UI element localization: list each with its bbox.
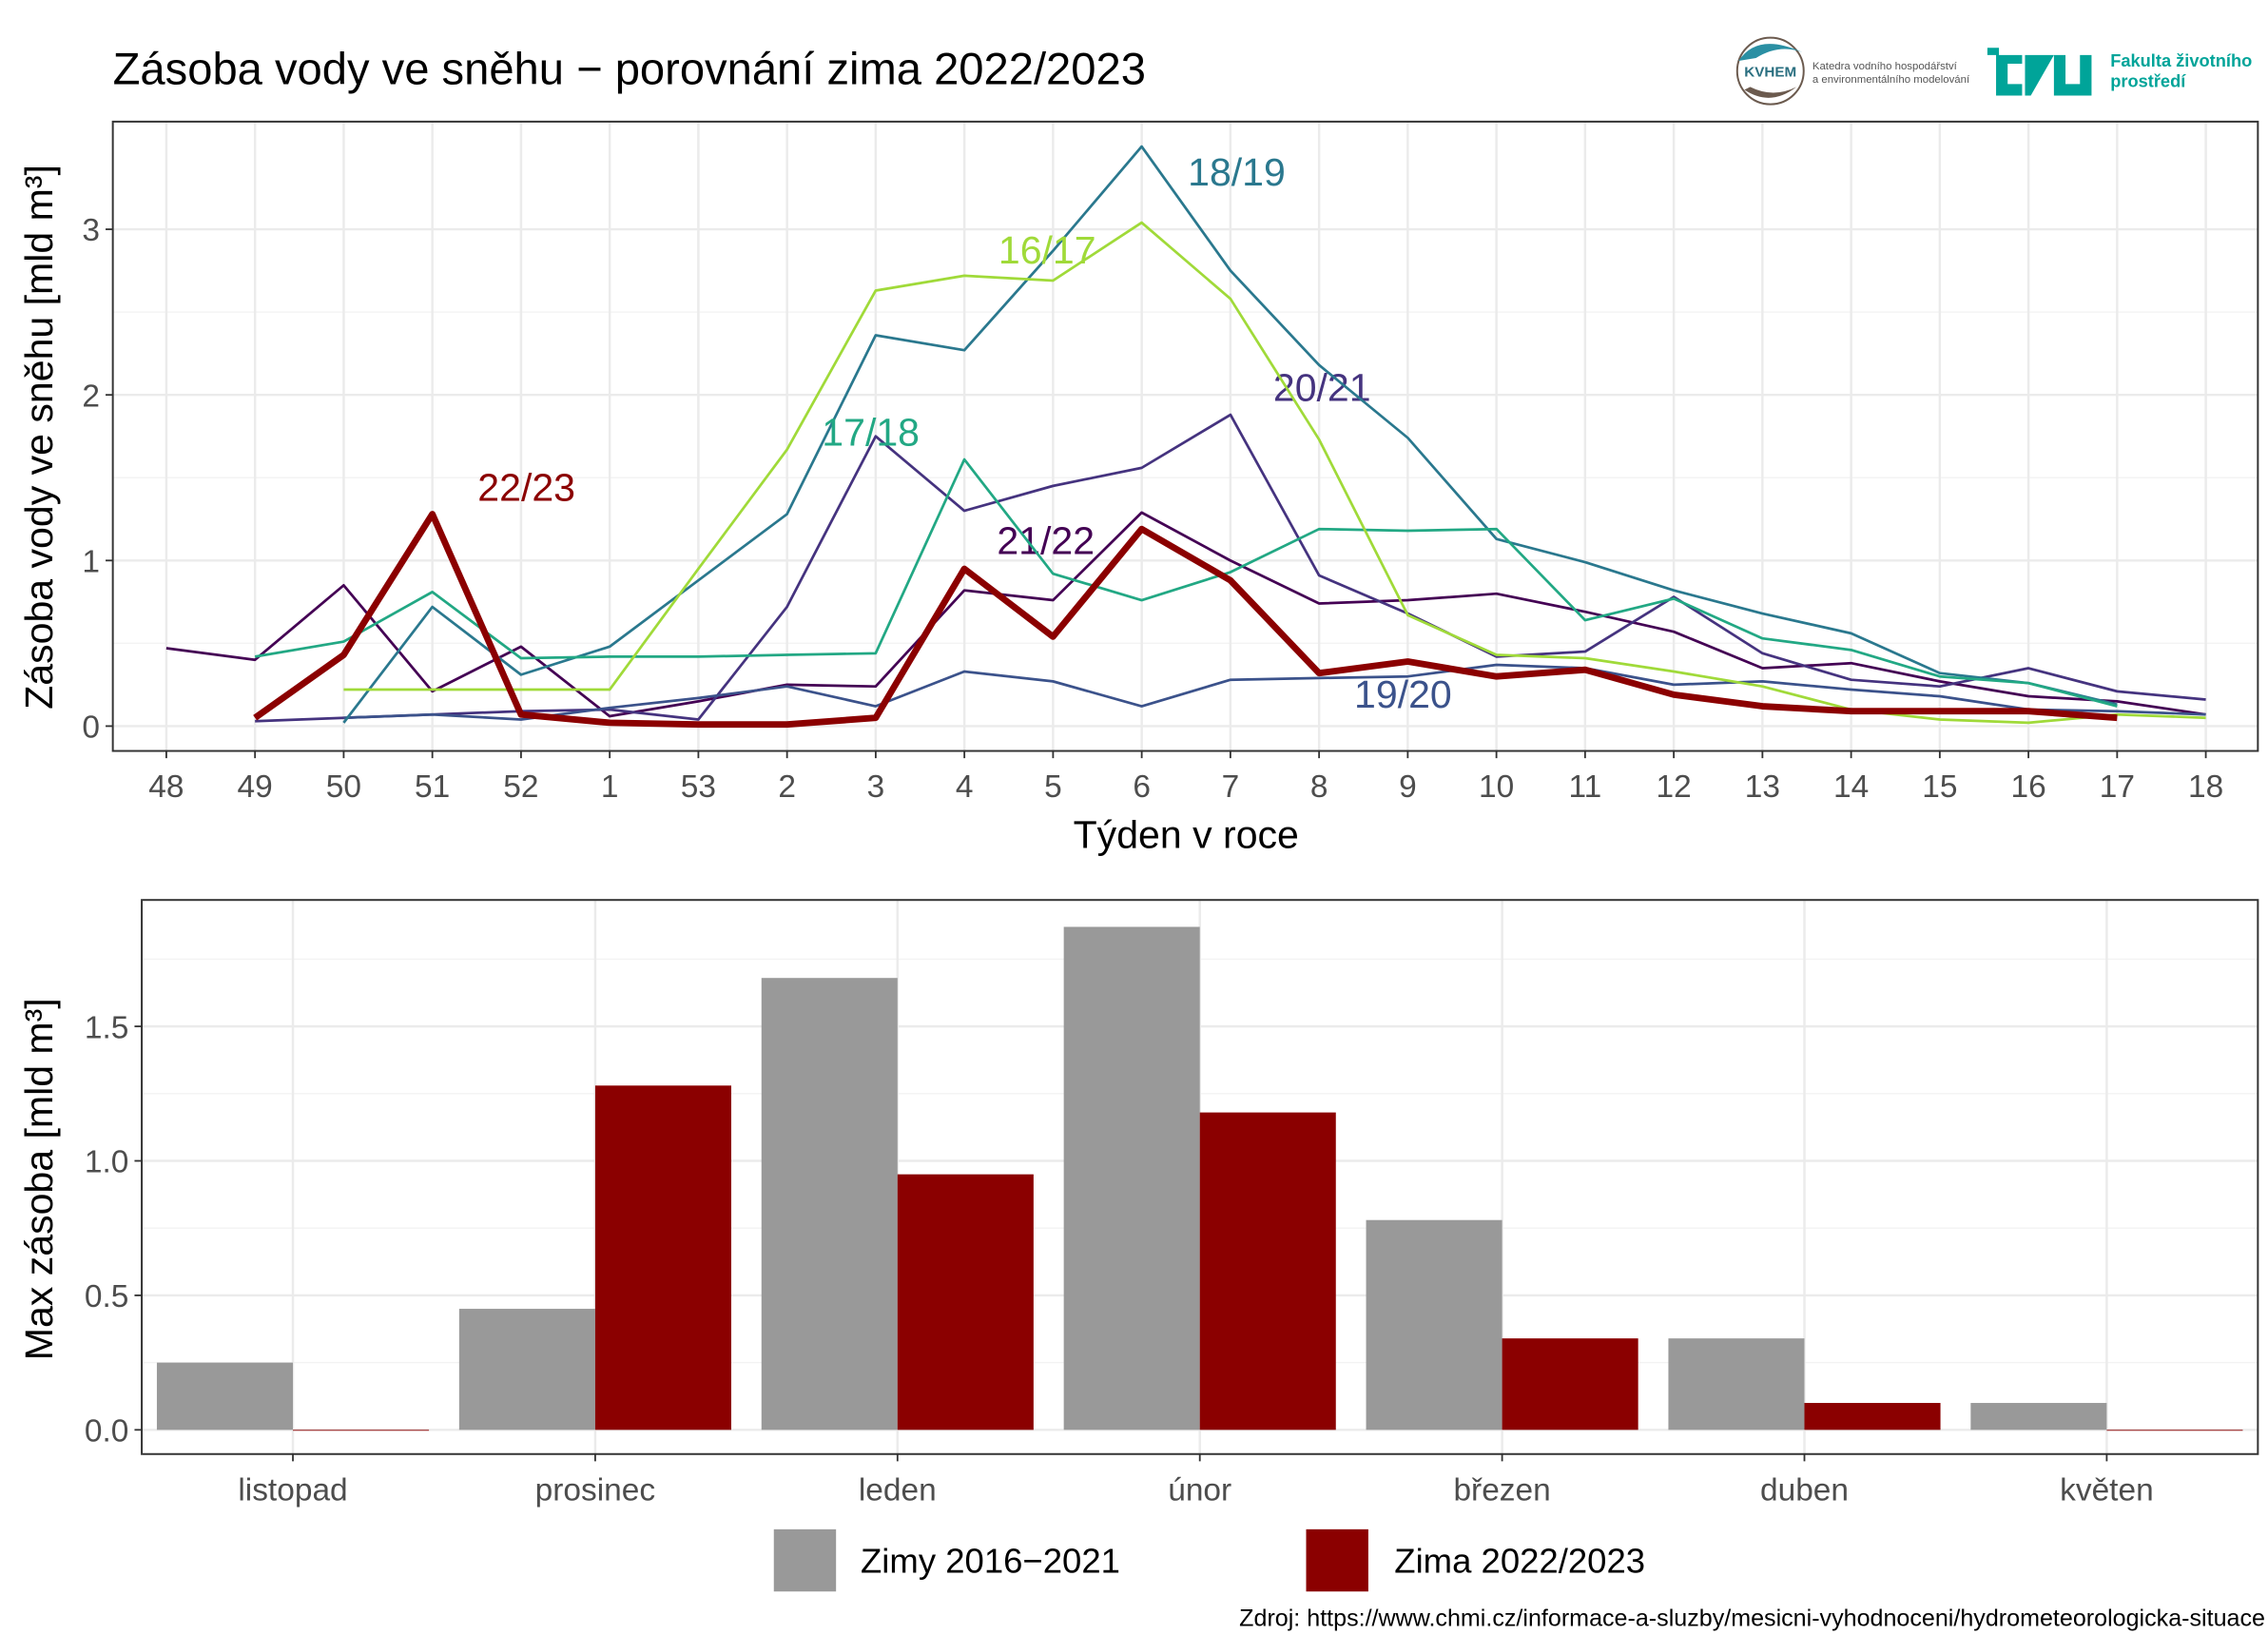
x-tick-label: 4: [956, 769, 974, 805]
series-line-19-20: [343, 663, 2206, 721]
legend-swatch-gray: [773, 1528, 837, 1592]
legend: Zimy 2016−2021 Zima 2022/2023: [773, 1528, 1645, 1592]
x-tick-label: 50: [326, 769, 361, 805]
x-tick-label: 9: [1399, 769, 1417, 805]
x-tick-label: 8: [1310, 769, 1328, 805]
x-tick-label: 48: [148, 769, 184, 805]
x-tick-label: prosinec: [535, 1472, 655, 1508]
series-label-18-19: 18/19: [1188, 150, 1286, 194]
x-tick-label: 10: [1479, 769, 1514, 805]
y-tick-label: 0.5: [85, 1279, 129, 1314]
svg-text:KVHEM: KVHEM: [1744, 65, 1796, 81]
x-tick-label: 7: [1222, 769, 1240, 805]
y-tick-label: 1.5: [85, 1010, 129, 1045]
legend-label-gray: Zimy 2016−2021: [861, 1541, 1120, 1580]
svg-text:a environmentálního modelování: a environmentálního modelování: [1812, 74, 1970, 86]
series-line-17-18: [254, 457, 2118, 708]
x-tick-label: 16: [2010, 769, 2045, 805]
x-tick-label: 1: [601, 769, 619, 805]
bar-gray-květen: [1970, 1403, 2107, 1431]
x-tick-label: 3: [867, 769, 885, 805]
x-tick-label: 5: [1044, 769, 1062, 805]
legend-swatch-red: [1306, 1528, 1368, 1592]
x-tick-label: březen: [1453, 1472, 1550, 1508]
y-tick-label: 0.0: [85, 1413, 129, 1449]
panel-background: [112, 121, 2258, 751]
series-label-22-23: 22/23: [477, 465, 575, 509]
bar-red-listopad: [293, 1430, 430, 1431]
series-label-21-22: 21/22: [997, 519, 1095, 563]
x-tick-label: listopad: [238, 1472, 347, 1508]
x-tick-label: květen: [2060, 1472, 2154, 1508]
panel-border: [111, 120, 2259, 752]
series-line-21-22: [165, 511, 2206, 718]
x-tick-label: 49: [238, 769, 273, 805]
series-line-22-23: [253, 511, 2118, 729]
series-label-17-18: 17/18: [822, 411, 920, 455]
y-tick-label: 1.0: [85, 1145, 129, 1180]
y-tick-label: 0: [82, 710, 100, 746]
x-tick-label: 12: [1657, 769, 1692, 805]
x-tick-label: 14: [1833, 769, 1869, 805]
source-note: Zdroj: https://www.chmi.cz/informace-a-s…: [1239, 1606, 2265, 1632]
x-tick-label: duben: [1760, 1472, 1849, 1508]
x-tick-label: únor: [1168, 1472, 1231, 1508]
czu-logo: Fakulta životního prostředí: [1987, 48, 2252, 96]
bar-red-duben: [1804, 1403, 1941, 1431]
top-x-axis-title: Týden v roce: [1074, 812, 1299, 856]
y-tick-label: 3: [82, 213, 100, 248]
x-tick-label: 52: [503, 769, 538, 805]
x-tick-label: 17: [2100, 769, 2135, 805]
legend-label-red: Zima 2022/2023: [1394, 1541, 1645, 1580]
series-label-19-20: 19/20: [1354, 672, 1452, 716]
svg-text:prostředí: prostředí: [2110, 70, 2186, 90]
bottom-y-axis-title: Max zásoba [mld m³]: [17, 998, 61, 1360]
top-y-axis-title: Zásoba vody ve sněhu [mld m³]: [17, 165, 61, 710]
bar-gray-prosinec: [458, 1309, 595, 1431]
svg-text:Katedra vodního hospodářství: Katedra vodního hospodářství: [1812, 61, 1958, 72]
chart-title: Zásoba vody ve sněhu − porovnání zima 20…: [113, 43, 1146, 93]
y-tick-label: 1: [82, 544, 100, 579]
bar-red-březen: [1502, 1338, 1638, 1431]
svg-text:Fakulta životního: Fakulta životního: [2110, 50, 2252, 70]
y-tick-label: 2: [82, 379, 100, 414]
series-line-18-19: [342, 145, 2118, 724]
bar-gray-březen: [1366, 1219, 1502, 1431]
series-label-16-17: 16/17: [998, 228, 1096, 272]
bar-gray-únor: [1063, 926, 1200, 1431]
bar-gray-leden: [761, 978, 898, 1431]
bar-red-prosinec: [594, 1085, 731, 1431]
line-chart-panel: 21/2220/2119/2018/1917/1816/1722/2301234…: [82, 120, 2259, 805]
bar-red-květen: [2106, 1430, 2243, 1431]
kvhem-logo: KVHEM Katedra vodního hospodářství a env…: [1735, 36, 1970, 106]
x-tick-label: 18: [2188, 769, 2223, 805]
x-tick-label: 51: [415, 769, 450, 805]
bar-gray-duben: [1668, 1338, 1805, 1431]
x-tick-label: leden: [859, 1472, 937, 1508]
bar-chart-panel: 0.0 0.5 1.0 1.5 listopad prosinec leden únor bře…: [85, 899, 2259, 1508]
series-line-20-21: [255, 413, 2206, 723]
x-tick-label: 11: [1569, 769, 1602, 805]
series-label-20-21: 20/21: [1273, 365, 1371, 409]
series-line-16-17: [343, 221, 2206, 725]
x-tick-label: 15: [1922, 769, 1957, 805]
x-tick-label: 6: [1133, 769, 1151, 805]
bar-red-únor: [1199, 1112, 1336, 1431]
x-tick-label: 13: [1745, 769, 1780, 805]
bar-red-leden: [897, 1174, 1034, 1431]
bar-gray-listopad: [156, 1362, 294, 1431]
x-tick-label: 2: [778, 769, 796, 805]
x-tick-label: 53: [681, 769, 716, 805]
